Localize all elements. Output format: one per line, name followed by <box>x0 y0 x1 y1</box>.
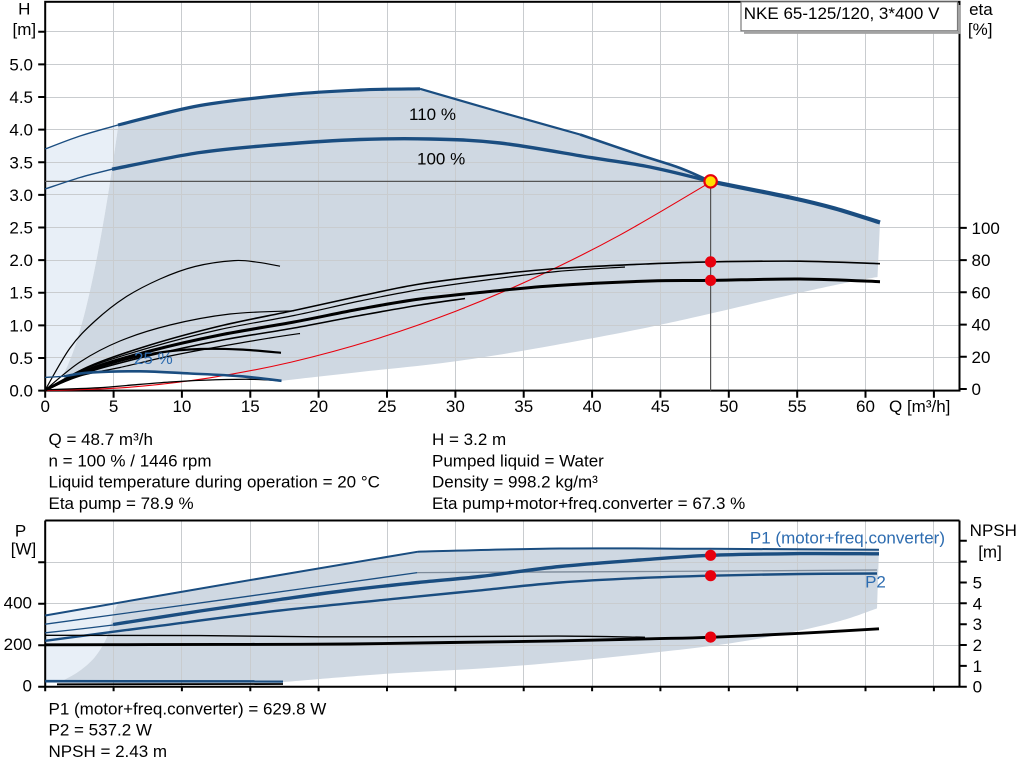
svg-text:0.5: 0.5 <box>9 349 33 368</box>
svg-text:[W]: [W] <box>11 540 37 559</box>
svg-text:Pumped liquid = Water: Pumped liquid = Water <box>432 451 604 470</box>
svg-text:4.5: 4.5 <box>9 88 33 107</box>
svg-text:15: 15 <box>241 397 260 416</box>
svg-text:[m]: [m] <box>978 542 1002 561</box>
svg-text:H: H <box>18 0 30 19</box>
svg-text:1.5: 1.5 <box>9 284 33 303</box>
svg-text:[m]: [m] <box>12 20 36 39</box>
svg-text:110 %: 110 % <box>409 105 456 124</box>
svg-text:20: 20 <box>309 397 328 416</box>
svg-text:P2 = 537.2 W: P2 = 537.2 W <box>49 721 152 740</box>
svg-text:0: 0 <box>40 397 49 416</box>
svg-text:60: 60 <box>856 397 875 416</box>
svg-text:0: 0 <box>23 676 32 695</box>
svg-text:25: 25 <box>378 397 397 416</box>
svg-text:P1 (motor+freq.converter): P1 (motor+freq.converter) <box>750 529 945 548</box>
svg-text:P2: P2 <box>865 573 886 592</box>
svg-text:50: 50 <box>719 397 738 416</box>
svg-text:NPSH: NPSH <box>970 521 1017 540</box>
svg-text:0.0: 0.0 <box>9 382 33 401</box>
svg-text:0: 0 <box>973 678 982 697</box>
svg-text:1.0: 1.0 <box>9 316 33 335</box>
svg-text:100 %: 100 % <box>417 150 465 169</box>
svg-text:1: 1 <box>973 657 982 676</box>
svg-text:5: 5 <box>109 397 118 416</box>
svg-text:40: 40 <box>583 397 602 416</box>
svg-text:2.5: 2.5 <box>9 219 33 238</box>
svg-text:200: 200 <box>4 635 32 654</box>
svg-text:30: 30 <box>446 397 465 416</box>
svg-text:3.5: 3.5 <box>9 153 33 172</box>
svg-text:5: 5 <box>973 573 982 592</box>
svg-text:20: 20 <box>972 348 991 367</box>
svg-text:10: 10 <box>172 397 191 416</box>
svg-text:eta: eta <box>969 0 993 19</box>
svg-text:4: 4 <box>973 594 982 613</box>
svg-text:n = 100 % / 1446 rpm: n = 100 % / 1446 rpm <box>49 451 212 470</box>
svg-text:Eta pump+motor+freq.converter: Eta pump+motor+freq.converter = 67.3 % <box>432 494 745 513</box>
svg-text:35: 35 <box>514 397 533 416</box>
svg-text:H = 3.2 m: H = 3.2 m <box>432 430 506 449</box>
svg-text:Eta pump = 78.9 %: Eta pump = 78.9 % <box>49 494 194 513</box>
svg-text:Q = 48.7 m³/h: Q = 48.7 m³/h <box>49 430 153 449</box>
svg-text:P: P <box>15 522 26 541</box>
svg-text:25 %: 25 % <box>134 349 173 368</box>
svg-text:2.0: 2.0 <box>9 251 33 270</box>
svg-text:60: 60 <box>972 283 991 302</box>
svg-text:P1 (motor+freq.converter) = 62: P1 (motor+freq.converter) = 629.8 W <box>49 699 327 718</box>
svg-text:3.0: 3.0 <box>9 186 33 205</box>
svg-text:100: 100 <box>972 219 1000 238</box>
svg-text:Density = 998.2 kg/m³: Density = 998.2 kg/m³ <box>432 473 598 492</box>
svg-text:Liquid temperature during oper: Liquid temperature during operation = 20… <box>49 473 380 492</box>
svg-text:400: 400 <box>4 593 32 612</box>
svg-text:5.0: 5.0 <box>9 55 33 74</box>
svg-text:45: 45 <box>651 397 670 416</box>
svg-text:55: 55 <box>788 397 807 416</box>
svg-text:40: 40 <box>972 316 991 335</box>
svg-text:[%]: [%] <box>968 20 993 39</box>
svg-text:Q [m³/h]: Q [m³/h] <box>889 397 950 416</box>
svg-text:4.0: 4.0 <box>9 121 33 140</box>
svg-text:NPSH = 2.43 m: NPSH = 2.43 m <box>49 742 168 761</box>
svg-text:0: 0 <box>972 380 981 399</box>
svg-text:2: 2 <box>973 636 982 655</box>
svg-text:3: 3 <box>973 615 982 634</box>
svg-text:80: 80 <box>972 251 991 270</box>
svg-text:NKE 65-125/120, 3*400 V: NKE 65-125/120, 3*400 V <box>744 4 940 23</box>
